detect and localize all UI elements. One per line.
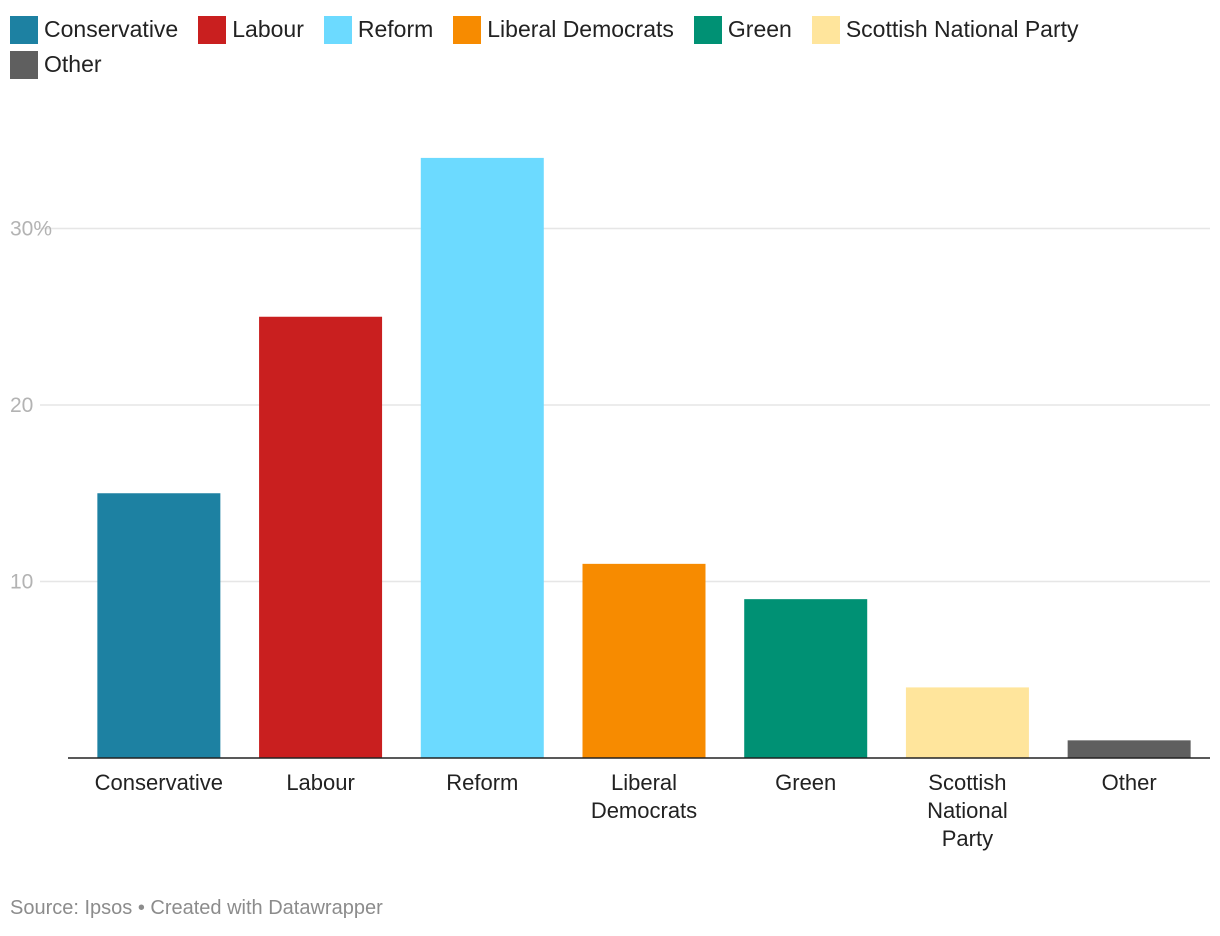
legend-row-1: Conservative Labour Reform Liberal Democ… — [10, 12, 1210, 47]
legend-swatch-labour — [198, 15, 227, 44]
x-tick-label-labour: Labour — [286, 770, 355, 795]
y-tick-label-20: 20 — [10, 394, 33, 417]
x-tick-label-liberal-democrats: Liberal Democrats — [591, 770, 697, 823]
legend-row-2: Other — [10, 47, 1210, 82]
legend-swatch-green — [693, 15, 722, 44]
bar-reform — [420, 157, 544, 758]
x-tick-label-line: National — [927, 798, 1008, 823]
x-tick-label-line: Party — [942, 826, 993, 851]
legend-item-green: Green — [693, 15, 792, 44]
x-tick-label-line: Other — [1102, 770, 1157, 795]
x-tick-label-line: Labour — [286, 770, 355, 795]
x-tick-label-green: Green — [775, 770, 836, 795]
legend-label-green: Green — [727, 16, 792, 42]
x-tick-label-line: Liberal — [611, 770, 677, 795]
legend-label-snp: Scottish National Party — [845, 16, 1079, 42]
y-tick-label-10: 10 — [10, 571, 33, 594]
legend-item-other: Other — [10, 50, 102, 79]
x-tick-label-line: Conservative — [95, 770, 223, 795]
bar-other — [1067, 740, 1191, 758]
x-tick-label-reform: Reform — [446, 770, 518, 795]
x-tick-label-scottish-national-party: Scottish National Party — [927, 770, 1008, 851]
legend-swatch-liberal-democrats — [453, 15, 482, 44]
bar-labour — [259, 316, 383, 758]
legend-item-conservative: Conservative — [10, 15, 179, 44]
x-tick-label-line: Scottish — [928, 770, 1006, 795]
legend-swatch-reform — [323, 15, 352, 44]
x-tick-label-line: Democrats — [591, 798, 697, 823]
legend-item-reform: Reform — [323, 15, 434, 44]
x-tick-label-line: Green — [775, 770, 836, 795]
bar-chart: 10 20 30% Conservative Labour Reform Liberal De… — [10, 157, 1210, 851]
legend-label-labour: Labour — [232, 16, 304, 42]
legend-swatch-conservative — [10, 15, 38, 44]
legend-label-liberal-democrats: Liberal Democrats — [487, 16, 674, 42]
legend-label-other: Other — [44, 51, 102, 77]
source-footer: Source: Ipsos • Created with Datawrapper — [10, 897, 383, 919]
legend-swatch-snp — [811, 15, 840, 44]
legend-label-reform: Reform — [357, 16, 434, 42]
bar-liberal-democrats — [582, 563, 706, 758]
x-tick-label-conservative: Conservative — [95, 770, 223, 795]
legend-item-labour: Labour — [198, 15, 304, 44]
bar-scottish-national-party — [905, 687, 1029, 758]
bar-conservative — [97, 493, 221, 758]
legend-item-snp: Scottish National Party — [811, 15, 1079, 44]
x-tick-label-other: Other — [1102, 770, 1157, 795]
y-tick-label-30: 30% — [10, 218, 52, 241]
bar-green — [744, 599, 868, 758]
legend-label-conservative: Conservative — [44, 16, 179, 42]
legend-swatch-other — [10, 50, 38, 79]
x-tick-label-line: Reform — [446, 770, 518, 795]
chart-legend: Conservative Labour Reform Liberal Democ… — [10, 12, 1210, 82]
legend-item-liberal-democrats: Liberal Democrats — [453, 15, 674, 44]
